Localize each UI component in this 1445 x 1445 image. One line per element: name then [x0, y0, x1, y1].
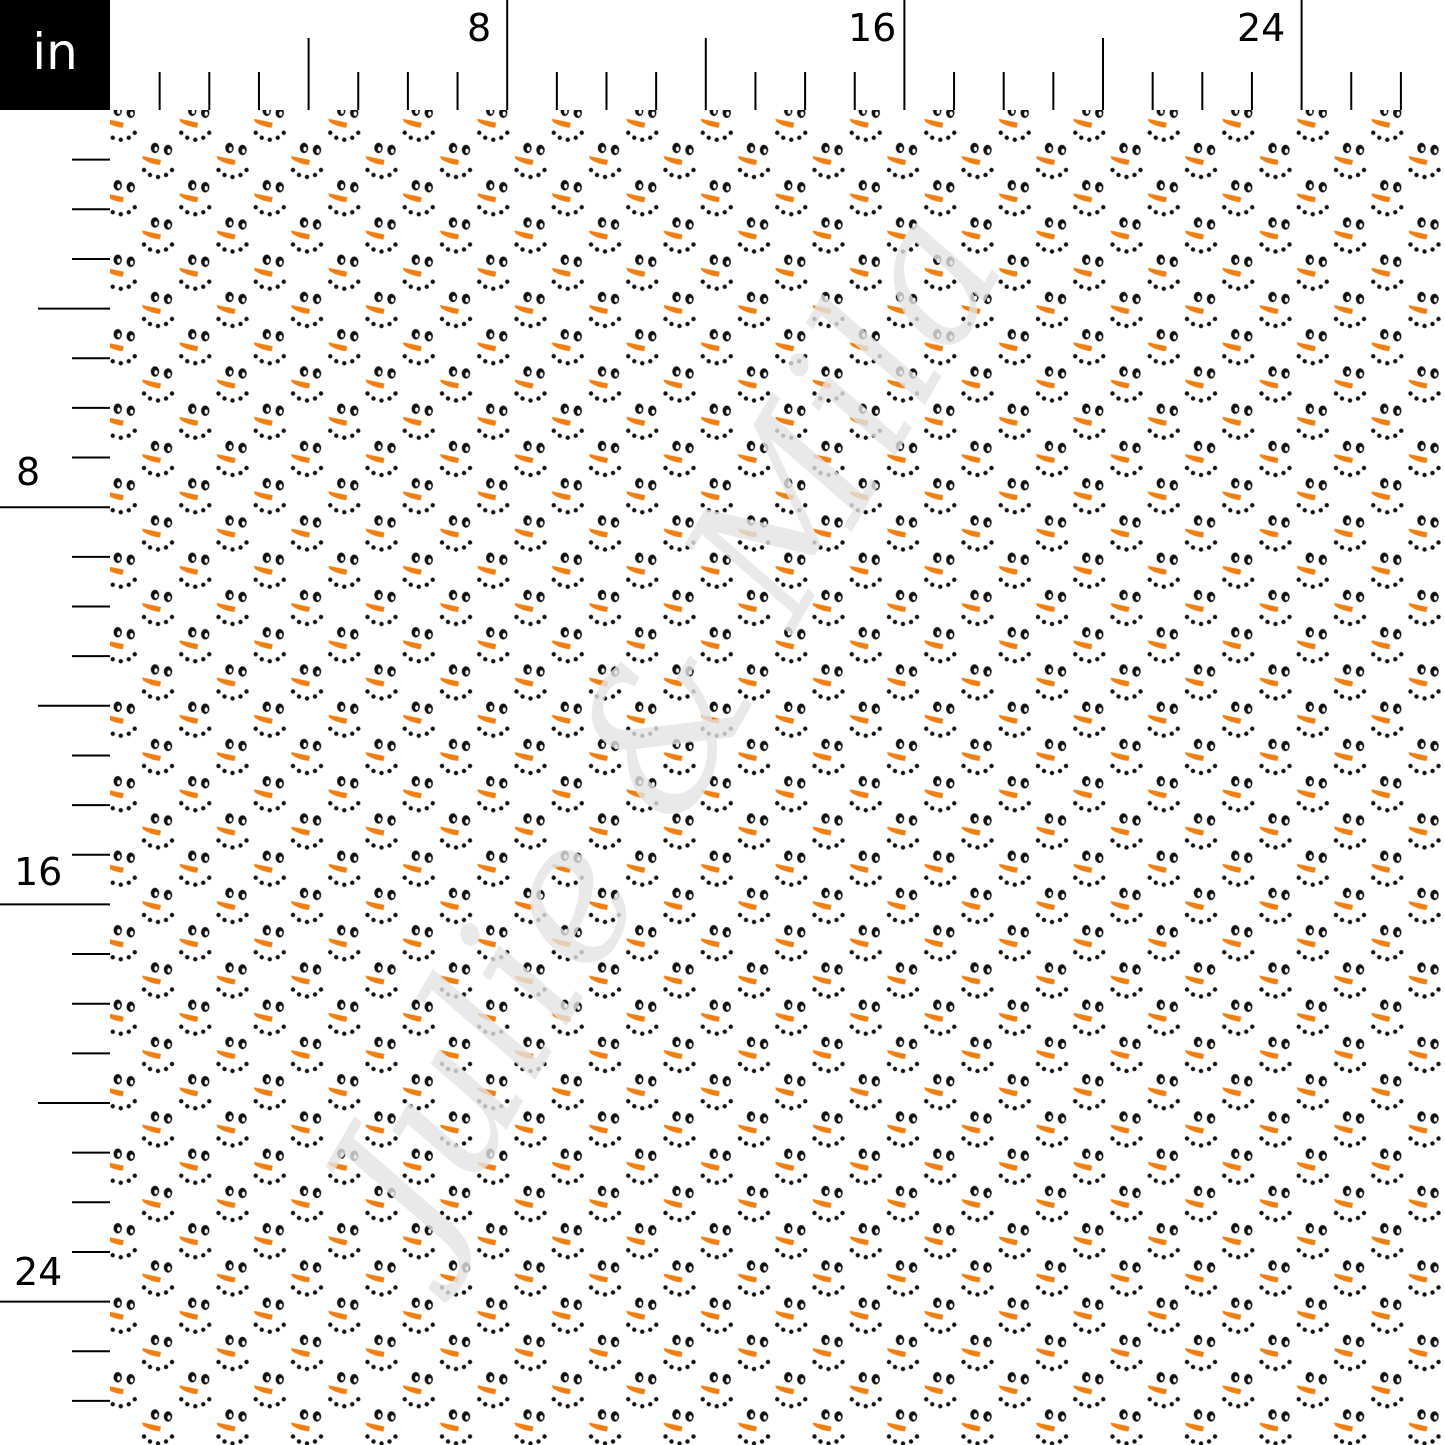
top-ruler-label-8: 8	[467, 6, 492, 50]
left-ruler-label-8: 8	[16, 450, 41, 494]
top-ruler-label-24: 24	[1237, 6, 1286, 50]
snowman-pattern	[110, 110, 1445, 1445]
top-ruler-label-16: 16	[848, 6, 897, 50]
unit-label: in	[0, 0, 110, 110]
left-ruler-label-24: 24	[14, 1250, 63, 1294]
left-ruler-label-16: 16	[14, 850, 63, 894]
